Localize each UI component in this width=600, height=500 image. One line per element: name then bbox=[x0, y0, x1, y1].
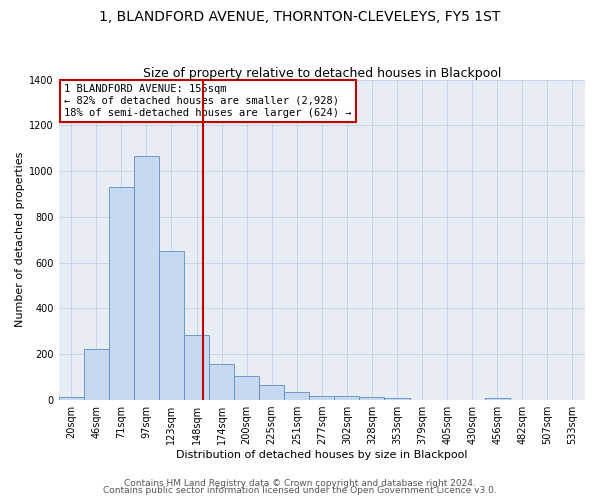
Text: Contains HM Land Registry data © Crown copyright and database right 2024.: Contains HM Land Registry data © Crown c… bbox=[124, 478, 476, 488]
Bar bbox=[134, 156, 159, 400]
Bar bbox=[109, 187, 134, 400]
Bar bbox=[309, 396, 334, 400]
Bar bbox=[485, 398, 510, 400]
Text: Contains public sector information licensed under the Open Government Licence v3: Contains public sector information licen… bbox=[103, 486, 497, 495]
Bar bbox=[84, 348, 109, 400]
Bar bbox=[59, 396, 84, 400]
Bar bbox=[234, 376, 259, 400]
Bar bbox=[184, 335, 209, 400]
Bar bbox=[159, 251, 184, 400]
X-axis label: Distribution of detached houses by size in Blackpool: Distribution of detached houses by size … bbox=[176, 450, 467, 460]
Y-axis label: Number of detached properties: Number of detached properties bbox=[15, 152, 25, 328]
Bar bbox=[209, 364, 234, 400]
Bar bbox=[385, 398, 410, 400]
Bar bbox=[334, 396, 359, 400]
Bar bbox=[259, 385, 284, 400]
Bar bbox=[284, 392, 309, 400]
Text: 1, BLANDFORD AVENUE, THORNTON-CLEVELEYS, FY5 1ST: 1, BLANDFORD AVENUE, THORNTON-CLEVELEYS,… bbox=[100, 10, 500, 24]
Bar bbox=[359, 396, 385, 400]
Text: 1 BLANDFORD AVENUE: 155sqm
← 82% of detached houses are smaller (2,928)
18% of s: 1 BLANDFORD AVENUE: 155sqm ← 82% of deta… bbox=[64, 84, 352, 117]
Title: Size of property relative to detached houses in Blackpool: Size of property relative to detached ho… bbox=[143, 66, 501, 80]
